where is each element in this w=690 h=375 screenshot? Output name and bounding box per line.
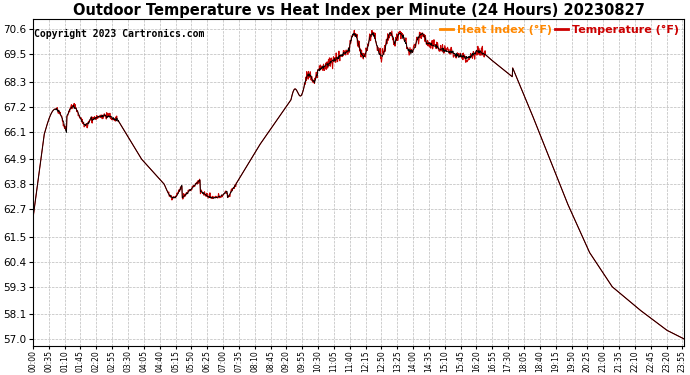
Text: Copyright 2023 Cartronics.com: Copyright 2023 Cartronics.com (34, 29, 205, 39)
Title: Outdoor Temperature vs Heat Index per Minute (24 Hours) 20230827: Outdoor Temperature vs Heat Index per Mi… (72, 3, 644, 18)
Legend: Heat Index (°F), Temperature (°F): Heat Index (°F), Temperature (°F) (440, 24, 679, 34)
